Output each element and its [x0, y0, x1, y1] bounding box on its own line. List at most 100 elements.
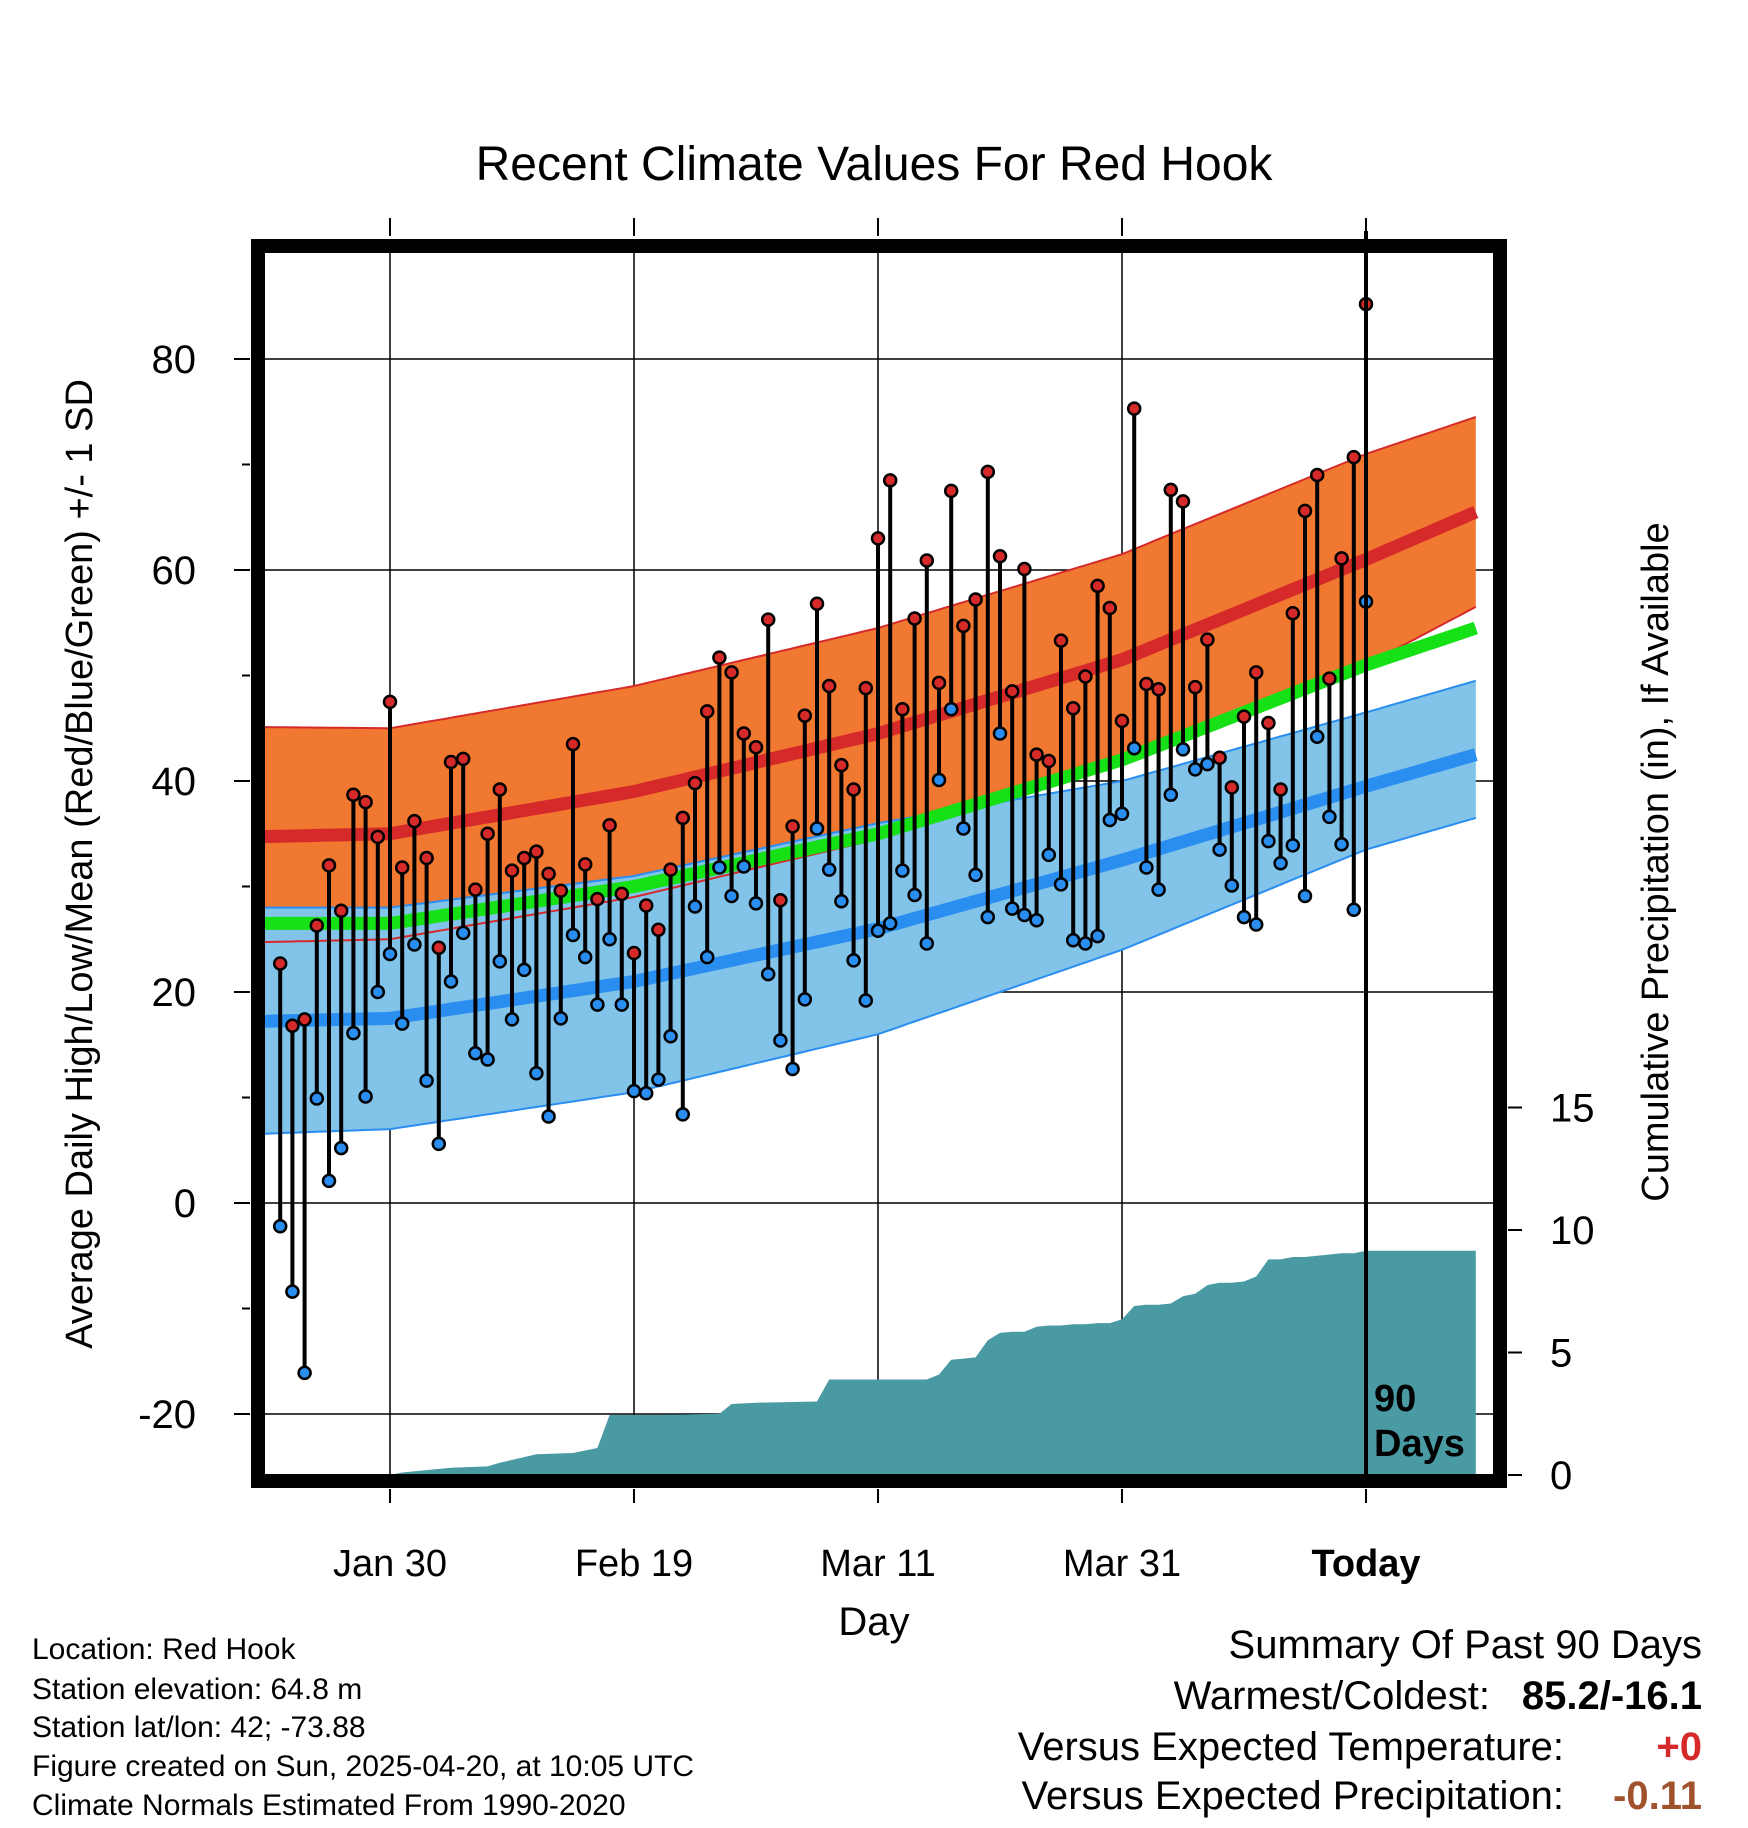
high-point	[333, 903, 349, 919]
high-point	[1053, 633, 1069, 648]
high-point	[516, 850, 532, 866]
temp-vs-expected-label: Versus Expected Temperature:	[1018, 1725, 1564, 1769]
low-point	[370, 984, 386, 1000]
footer-latlon: Station lat/lon: 42; -73.88	[32, 1711, 366, 1744]
high-point	[687, 775, 703, 791]
low-point	[480, 1052, 495, 1067]
y-tick-label: 60	[152, 549, 197, 593]
x-tick-label: Jan 30	[333, 1543, 447, 1585]
low-point	[1041, 847, 1057, 863]
low-point	[1175, 742, 1191, 757]
footer-elevation: Station elevation: 64.8 m	[32, 1673, 362, 1706]
x-tick-label: Today	[1311, 1543, 1420, 1585]
warm-cold-label: Warmest/Coldest:	[1174, 1674, 1490, 1718]
low-point	[529, 1065, 544, 1081]
low-point	[614, 997, 630, 1012]
low-point	[907, 887, 922, 903]
low-point	[626, 1083, 642, 1099]
marker-label: 90	[1374, 1378, 1416, 1420]
high-point	[272, 956, 288, 971]
low-point	[748, 896, 764, 911]
low-point	[1017, 907, 1032, 923]
low-point	[1090, 928, 1105, 944]
high-point	[809, 596, 825, 612]
high-point	[1261, 715, 1276, 731]
high-point	[443, 754, 459, 770]
high-point	[1200, 632, 1215, 647]
high-point	[1212, 750, 1227, 766]
low-point	[541, 1109, 556, 1124]
low-point	[1126, 741, 1142, 756]
high-point	[407, 813, 422, 829]
low-point	[846, 953, 861, 968]
high-point	[651, 922, 666, 938]
low-point	[577, 949, 593, 965]
high-point	[1151, 681, 1166, 697]
low-point	[919, 936, 935, 951]
high-point	[821, 678, 837, 694]
high-point	[785, 819, 800, 834]
low-point	[1053, 877, 1069, 892]
low-point	[968, 867, 983, 883]
low-point	[431, 1136, 447, 1152]
high-point	[1090, 578, 1105, 594]
high-point	[870, 531, 886, 546]
low-point	[1139, 860, 1154, 875]
high-point	[919, 553, 935, 568]
summary-panel: Summary Of Past 90 Days Warmest/Coldest:…	[1018, 1623, 1702, 1818]
high-point	[1346, 449, 1362, 465]
low-point	[1309, 729, 1325, 744]
low-point	[1151, 882, 1166, 897]
y2-axis-label: Cumulative Precipitation (in), If Availa…	[1635, 522, 1677, 1201]
x-tick-label: Mar 11	[820, 1543, 935, 1585]
low-point	[651, 1072, 666, 1087]
high-point	[907, 611, 922, 626]
high-point	[846, 782, 861, 797]
precip-area	[264, 1250, 1476, 1475]
high-point	[858, 680, 874, 696]
low-point	[1114, 806, 1130, 821]
high-point	[1102, 600, 1118, 616]
high-sd-band	[264, 417, 1476, 943]
high-point	[675, 810, 691, 826]
y-tick-label: 0	[174, 1182, 196, 1226]
low-point	[1285, 838, 1301, 853]
high-point	[712, 650, 727, 665]
low-point	[565, 927, 581, 943]
x-tick-label: Feb 19	[575, 1543, 693, 1585]
high-point	[346, 787, 361, 802]
plot-frame	[251, 239, 1507, 1488]
high-point	[1139, 676, 1154, 692]
low-point	[1200, 756, 1215, 772]
low-point	[419, 1073, 434, 1088]
high-point	[626, 945, 642, 961]
high-point	[773, 892, 788, 908]
low-point	[895, 863, 910, 878]
high-point	[699, 704, 715, 719]
high-point	[1114, 713, 1130, 729]
low-point	[980, 909, 996, 925]
y2-tick-label: 10	[1550, 1209, 1595, 1253]
high-point	[504, 863, 520, 878]
low-point	[443, 974, 459, 989]
y2-tick-label: 5	[1550, 1332, 1572, 1376]
y2-tick-label: 15	[1550, 1087, 1595, 1131]
high-point	[980, 464, 996, 480]
low-point	[1163, 787, 1179, 802]
high-point	[895, 702, 910, 717]
temp-vs-expected-value: +0	[1656, 1725, 1702, 1769]
high-point	[1187, 679, 1203, 695]
high-point	[1078, 669, 1093, 684]
high-point	[553, 883, 569, 898]
footer-info: Location: Red Hook Station elevation: 64…	[32, 1633, 694, 1822]
low-point	[394, 1016, 410, 1031]
high-point	[797, 708, 813, 723]
low-point	[687, 899, 703, 914]
high-point	[382, 694, 398, 710]
high-point	[1248, 665, 1264, 680]
high-point	[1297, 503, 1313, 519]
summary-heading: Summary Of Past 90 Days	[1229, 1623, 1702, 1667]
low-point	[943, 702, 959, 717]
low-point	[492, 954, 508, 969]
